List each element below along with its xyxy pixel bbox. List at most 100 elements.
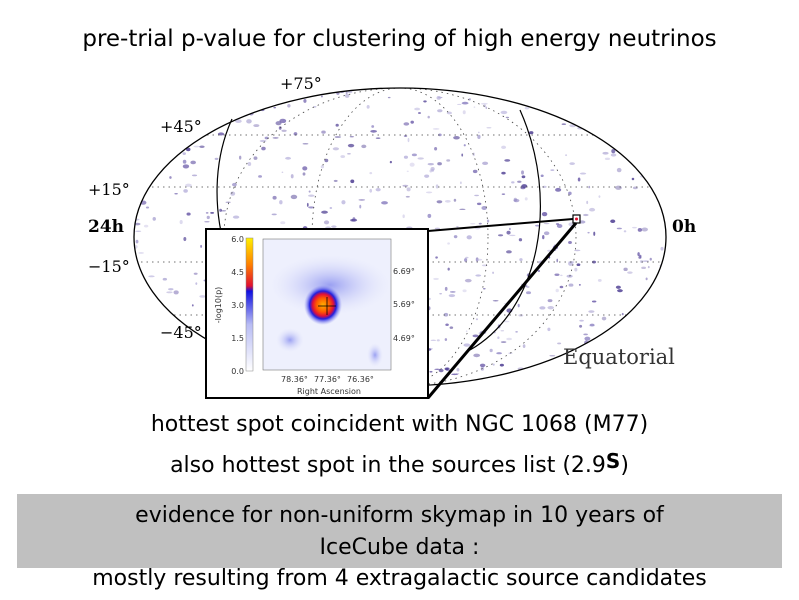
skymap-spot [273, 106, 277, 109]
skymap-spot [306, 202, 309, 207]
skymap-spot [602, 151, 609, 155]
skymap-spot [568, 191, 572, 196]
skymap-spot [435, 256, 438, 259]
skymap-spot [540, 174, 544, 177]
skymap-spot [169, 100, 173, 104]
skymap-spot [579, 104, 584, 109]
skymap-spot [493, 384, 501, 386]
skymap-spot [463, 343, 471, 347]
skymap-spot [518, 238, 523, 242]
skymap-spot [616, 227, 622, 230]
skymap-spot [275, 121, 282, 126]
skymap-spot [535, 224, 540, 227]
cbar-tick: 6.0 [231, 235, 244, 244]
skymap-spot [591, 300, 597, 303]
skymap-spot [459, 208, 466, 211]
skymap-spot [601, 316, 607, 321]
skymap-spot [185, 147, 191, 152]
skymap-spot [320, 165, 325, 169]
inset-zoom: 6.0 4.5 3.0 1.5 0.0 -log10(p) 6.69° 5.69… [205, 228, 429, 399]
skymap-spot [258, 175, 263, 178]
skymap-spot [655, 279, 661, 282]
skymap-spot [547, 305, 554, 310]
skymap-spot [457, 103, 462, 106]
skymap-spot [476, 202, 482, 206]
skymap-spot [462, 110, 466, 115]
skymap-spot [438, 368, 444, 373]
skymap-spot [660, 166, 666, 171]
skymap-spot [402, 184, 409, 187]
skymap-spot [402, 214, 405, 219]
skymap-spot [174, 193, 178, 195]
skymap-spot [559, 285, 564, 289]
skymap-spot [660, 246, 664, 251]
skymap-spot [183, 189, 188, 193]
conclusion-line-1: evidence for non-uniform skymap in 10 ye… [135, 503, 664, 528]
skymap-spot [604, 157, 611, 161]
dec-label-45: +45° [160, 117, 202, 136]
skymap-spot [444, 286, 448, 291]
cbar-tick: 4.5 [231, 268, 244, 277]
skymap-spot [303, 98, 307, 103]
skymap-spot [254, 88, 259, 92]
skymap-spot [166, 291, 173, 294]
skymap-spot [324, 158, 329, 163]
skymap-spot [560, 274, 563, 277]
skymap-spot [163, 109, 167, 111]
sigma-symbol: S [605, 449, 621, 473]
skymap-spot [556, 224, 563, 229]
skymap-spot [521, 170, 524, 175]
skymap-spot [290, 174, 294, 179]
skymap-spot [654, 377, 658, 381]
skymap-spot [550, 169, 555, 172]
skymap-spot [253, 124, 260, 128]
skymap-spot [524, 197, 528, 201]
skymap-spot [447, 242, 450, 245]
skymap-spot [587, 231, 590, 234]
skymap-spot [152, 216, 156, 221]
skymap-spot [574, 249, 581, 252]
skymap-spot [302, 166, 308, 171]
skymap-spot [583, 333, 588, 336]
skymap-spot [586, 200, 589, 205]
skymap-spot [389, 160, 392, 164]
skymap-spot [565, 154, 567, 157]
skymap-spot [472, 169, 478, 174]
skymap-spot [500, 330, 505, 332]
skymap-spot [529, 131, 534, 135]
skymap-spot [494, 381, 497, 385]
skymap-spot [277, 94, 281, 98]
skymap-spot [635, 337, 641, 342]
skymap-spot [501, 145, 507, 150]
skymap-spot [177, 383, 184, 386]
skymap-spot [661, 295, 666, 298]
skymap-spot [589, 207, 596, 212]
skymap-spot [148, 147, 156, 150]
skymap-spot [470, 223, 476, 225]
skymap-spot [436, 339, 440, 342]
skymap-spot [439, 292, 443, 295]
skymap-spot [478, 222, 482, 225]
skymap-spot [199, 295, 206, 298]
skymap-spot [214, 157, 219, 161]
skymap-spot [190, 160, 196, 165]
skymap-spot [641, 266, 647, 270]
skymap-spot [623, 267, 628, 272]
skymap-labels: +75° +45° +15° −15° −45° 24h 0h Equatori… [88, 74, 696, 369]
skymap-spot [542, 185, 547, 188]
skymap-spot [149, 350, 154, 353]
skymap-spot [369, 188, 373, 193]
skymap-spot [423, 100, 427, 103]
skymap-spot [646, 111, 653, 117]
finding-line-2: also hottest spot in the sources list (2… [0, 449, 799, 478]
skymap-spot [135, 239, 139, 244]
skymap-spot [547, 327, 551, 332]
skymap-spot [451, 373, 458, 376]
skymap-spot [444, 367, 449, 371]
skymap-spot [302, 143, 309, 145]
skymap-spot [565, 91, 572, 95]
cbar-tick: 3.0 [231, 301, 244, 310]
skymap-spot [542, 235, 545, 240]
skymap-spot [331, 225, 337, 228]
skymap-spot [461, 153, 464, 157]
